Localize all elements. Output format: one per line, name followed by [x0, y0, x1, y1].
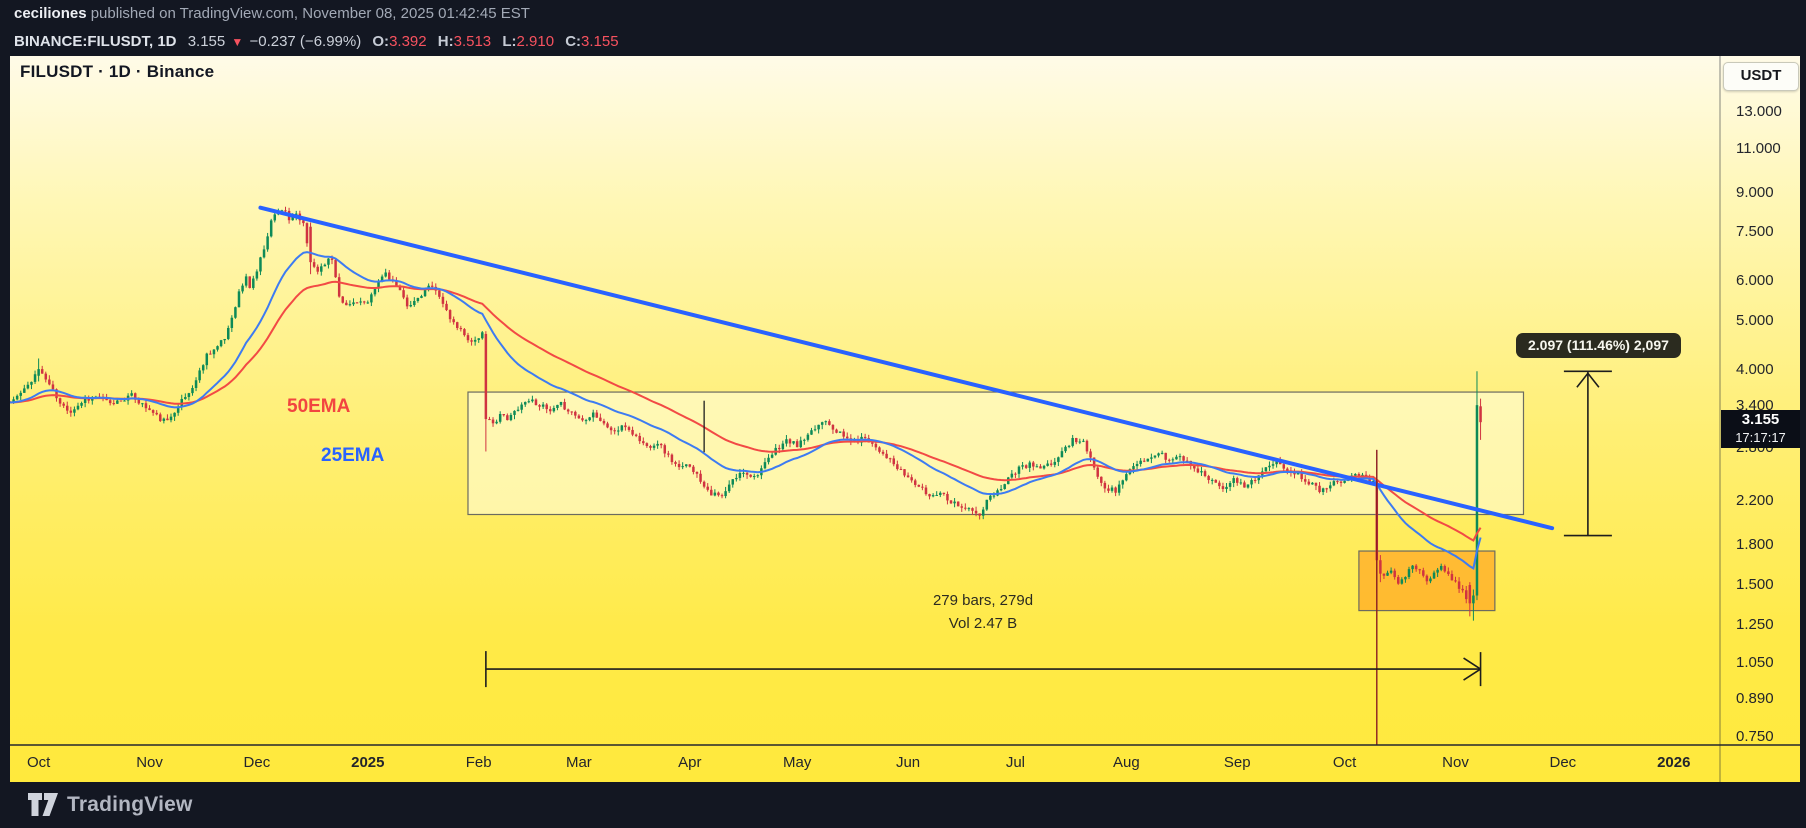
header-bar: ceciliones published on TradingView.com,…	[0, 0, 1806, 56]
currency-toggle-button[interactable]: USDT	[1723, 62, 1799, 91]
down-arrow-icon: ▼	[231, 35, 244, 49]
price-change: −0.237 (−6.99%)	[249, 33, 362, 50]
low-value: 2.910	[516, 33, 555, 50]
last-price: 3.155	[187, 33, 226, 50]
publish-caption: ceciliones published on TradingView.com,…	[0, 0, 1806, 28]
open-value: 3.392	[389, 33, 427, 50]
published-text: published on TradingView.com, November 0…	[86, 5, 530, 22]
tradingview-brand-link[interactable]: TradingView	[28, 793, 193, 817]
footer-bar: TradingView	[0, 782, 1806, 828]
close-label: C:	[565, 33, 582, 50]
low-label: L:	[502, 33, 517, 50]
tradingview-logo-icon	[28, 793, 58, 816]
brand-name: TradingView	[67, 793, 193, 816]
close-value: 3.155	[581, 33, 619, 50]
open-label: O:	[372, 33, 390, 50]
symbol-name: BINANCE:FILUSDT, 1D	[14, 33, 177, 50]
symbol-info-bar: BINANCE:FILUSDT, 1D 3.155 ▼ −0.237 (−6.9…	[0, 28, 1806, 56]
author-name: ceciliones	[14, 5, 87, 22]
high-label: H:	[437, 33, 454, 50]
high-value: 3.513	[453, 33, 492, 50]
